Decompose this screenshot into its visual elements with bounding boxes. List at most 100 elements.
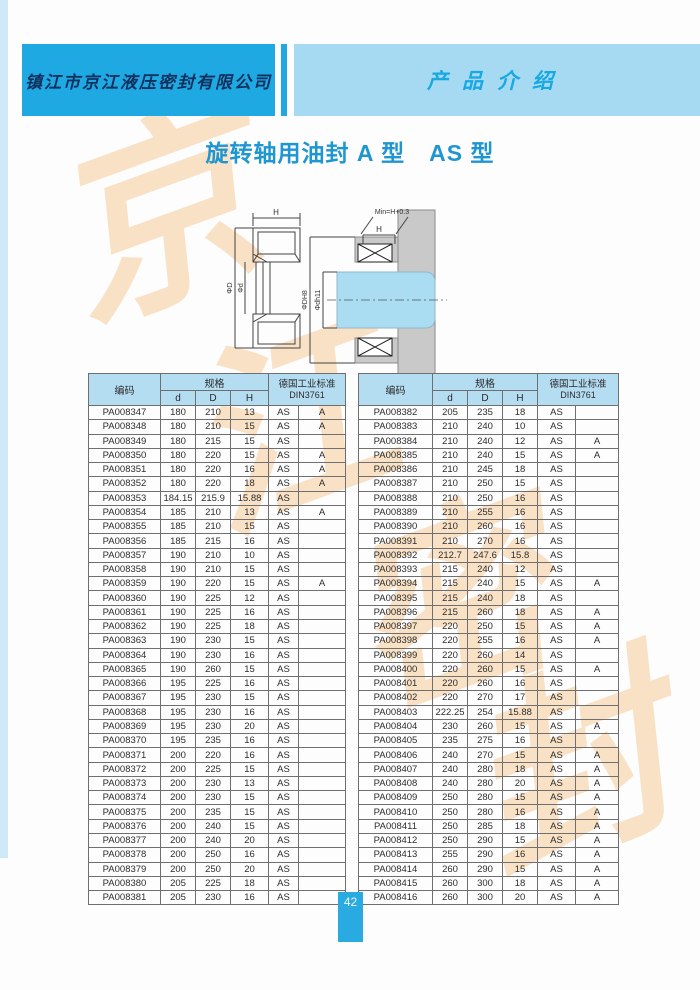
part-code: PA008372 (88, 761, 161, 777)
std-a (574, 590, 620, 606)
dim-d: 190 (160, 561, 196, 578)
std-as: AS (537, 604, 576, 620)
part-code: PA008412 (358, 832, 433, 849)
dim-d: 180 (160, 462, 196, 478)
table-row: PA008350 180 220 15 AS A (88, 447, 347, 464)
table-row: PA008408 240 280 20 AS A (358, 775, 620, 792)
std-as: AS (537, 761, 576, 777)
std-a (297, 561, 347, 578)
table-row: PA008360 190 225 12 AS (88, 590, 347, 606)
table-row: PA008369 195 230 20 AS (88, 718, 347, 735)
table-row: PA008358 190 210 15 AS (88, 561, 347, 578)
dim-H: 15 (230, 761, 269, 777)
std-a (574, 547, 620, 563)
table-row: PA008368 195 230 16 AS (88, 704, 347, 720)
table-row: PA008407 240 280 18 AS A (358, 761, 620, 777)
table-row: PA008411 250 285 18 AS A (358, 818, 620, 834)
std-as: AS (537, 647, 576, 663)
std-a: A (574, 761, 620, 777)
std-a (297, 718, 347, 735)
dim-H: 16 (230, 676, 269, 692)
table-row: PA008363 190 230 15 AS (88, 633, 347, 649)
table-row: PA008379 200 250 20 AS (88, 861, 347, 877)
dim-d: 200 (160, 775, 196, 792)
dim-D: 240 (195, 832, 231, 849)
part-code: PA008408 (358, 775, 433, 792)
part-code: PA008400 (358, 661, 433, 678)
dim-D: 210 (195, 519, 231, 535)
std-a (574, 690, 620, 706)
table-row: PA008356 185 215 16 AS (88, 533, 347, 549)
std-as: AS (537, 890, 576, 906)
table-row: PA008370 195 235 16 AS (88, 733, 347, 749)
part-code: PA008378 (88, 847, 161, 863)
dim-H: 18 (502, 404, 538, 421)
part-code: PA008392 (358, 547, 433, 563)
dim-d: 180 (160, 433, 196, 449)
dim-H: 15 (502, 747, 538, 763)
dim-H: 15 (230, 561, 269, 578)
std-a (297, 676, 347, 692)
std-a (297, 747, 347, 763)
table-row: PA008374 200 230 15 AS (88, 790, 347, 806)
std-as: AS (268, 747, 299, 763)
dim-D: 220 (195, 747, 231, 763)
std-as: AS (537, 547, 576, 563)
std-a: A (574, 875, 620, 892)
dim-D: 260 (467, 647, 503, 663)
table-row: PA008381 205 230 16 AS (88, 890, 347, 906)
dim-d: 210 (432, 476, 468, 492)
std-a: A (297, 404, 347, 421)
dim-d: 220 (432, 676, 468, 692)
part-code: PA008377 (88, 832, 161, 849)
std-as: AS (537, 690, 576, 706)
part-code: PA008397 (358, 618, 433, 635)
part-code: PA008354 (88, 504, 161, 521)
standard-label: 德国工业标准 (278, 379, 336, 390)
dim-D: 270 (467, 533, 503, 549)
dim-D: 215 (195, 533, 231, 549)
std-as: AS (537, 433, 576, 449)
dim-D: 270 (467, 747, 503, 763)
dim-d: 180 (160, 476, 196, 492)
std-as: AS (537, 633, 576, 649)
table-row: PA008359 190 220 15 AS A (88, 576, 347, 592)
std-as: AS (268, 590, 299, 606)
dim-d: 180 (160, 447, 196, 464)
spec-table-right: 编码 规格 德国工业标准 DIN3761 d D H PA008382 205 23… (358, 373, 620, 906)
std-a: A (574, 433, 620, 449)
dim-d: 190 (160, 547, 196, 563)
std-a (297, 661, 347, 678)
dim-d: 215 (432, 561, 468, 578)
dim-D: 260 (467, 604, 503, 620)
dim-d: 260 (432, 875, 468, 892)
dim-D: 250 (195, 847, 231, 863)
std-a (297, 590, 347, 606)
table-row: PA008404 230 260 15 AS A (358, 718, 620, 735)
std-a (574, 504, 620, 521)
dim-D: 240 (467, 590, 503, 606)
dim-H: 16 (230, 647, 269, 663)
part-code: PA008390 (358, 519, 433, 535)
dim-H: 13 (230, 775, 269, 792)
standard-din: DIN3761 (289, 390, 325, 400)
standard-din: DIN3761 (560, 390, 596, 400)
std-as: AS (537, 804, 576, 820)
dim-H: 16 (502, 804, 538, 820)
dim-H: 16 (502, 519, 538, 535)
dim-H: 15 (230, 690, 269, 706)
dim-d: 190 (160, 647, 196, 663)
std-as: AS (268, 504, 299, 521)
table-row: PA008351 180 220 16 AS A (88, 462, 347, 478)
dim-d: 200 (160, 818, 196, 834)
table-row: PA008387 210 250 15 AS (358, 476, 620, 492)
part-code: PA008407 (358, 761, 433, 777)
dim-H: 18 (230, 618, 269, 635)
dim-d: 205 (432, 404, 468, 421)
dim-D: 210 (195, 547, 231, 563)
std-as: AS (268, 433, 299, 449)
std-a (297, 547, 347, 563)
std-as: AS (268, 618, 299, 635)
table-row: PA008402 220 270 17 AS (358, 690, 620, 706)
